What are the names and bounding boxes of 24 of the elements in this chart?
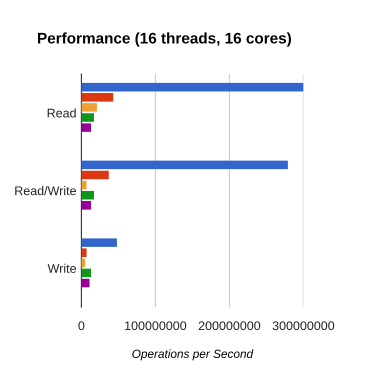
x-tick-label: 200000000: [198, 321, 260, 330]
bar: [81, 190, 94, 200]
bar: [81, 93, 114, 102]
bar: [81, 238, 117, 247]
bar: [81, 113, 94, 122]
x-axis-title: Operations per Second: [132, 349, 254, 360]
bar: [81, 180, 87, 190]
x-tick-label: 300000000: [272, 321, 334, 330]
chart-title: Performance (16 threads, 16 cores): [38, 32, 291, 47]
bar: [81, 82, 304, 92]
bar: [81, 258, 86, 268]
y-tick-label: Read: [48, 108, 76, 118]
bar: [81, 160, 288, 170]
bar: [81, 103, 97, 112]
bar: [81, 248, 87, 257]
bar: [81, 268, 92, 278]
y-tick-label: Write: [48, 264, 76, 273]
bar: [81, 278, 90, 288]
y-tick-label: Read/Write: [15, 186, 76, 196]
x-tick-label: 100000000: [125, 321, 186, 330]
x-tick-label: 0: [78, 321, 84, 330]
bar: [81, 123, 92, 132]
bar: [81, 170, 109, 180]
bar: [81, 201, 92, 210]
